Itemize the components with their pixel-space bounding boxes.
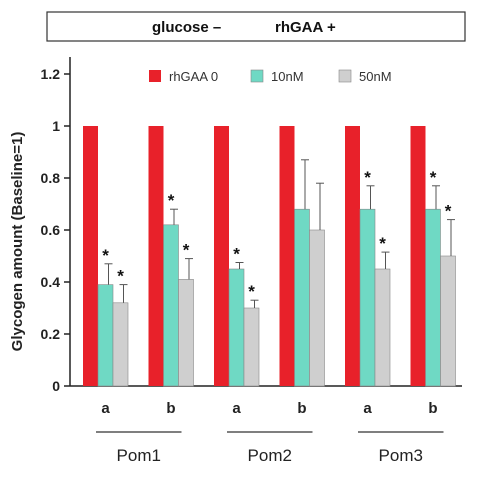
y-tick-label: 0.2 [41,326,61,342]
group-label-pom3: Pom3 [379,446,423,465]
category-label-b: b [428,400,437,417]
bar-a-50nm [243,307,260,387]
bar-b-50nm [440,255,456,387]
bar-a-50nm [374,268,391,387]
significance-star: * [117,267,124,286]
category-label-b: b [297,400,306,417]
category-label-a: a [101,400,110,417]
bar-b-50nm [309,229,325,387]
legend-label: rhGAA 0 [169,69,218,84]
y-tick-label: 1 [52,118,60,134]
bar-b-rhgaa0 [279,126,295,386]
significance-star: * [364,168,371,187]
bar-a-10nm [359,208,376,387]
y-tick-label: 0.6 [41,222,61,238]
bar-b-rhgaa0 [410,126,426,386]
legend-swatch [338,69,352,83]
significance-star: * [233,245,240,264]
bar-b-10nm [294,208,310,387]
legend-label: 50nM [359,69,392,84]
y-tick-label: 0 [52,378,60,394]
header-rhgaa-label: rhGAA + [275,19,336,36]
bar-a-rhgaa0 [345,126,360,386]
category-label-a: a [363,400,372,417]
condition-header-box [46,11,466,42]
bar-b-10nm [163,224,179,387]
significance-star: * [183,241,190,260]
header-glucose-label: glucose – [152,19,221,36]
y-tick-label: 0.8 [41,170,61,186]
significance-star: * [445,202,452,221]
y-tick-label: 1.2 [41,66,61,82]
category-label-a: a [232,400,241,417]
bar-a-rhgaa0 [214,126,229,386]
significance-star: * [168,191,175,210]
legend-swatch [149,70,161,82]
significance-star: * [102,246,109,265]
bar-b-10nm [425,208,441,387]
bar-a-rhgaa0 [83,126,98,386]
bar-a-10nm [228,268,245,387]
legend-label: 10nM [271,69,304,84]
bar-b-50nm [178,279,194,387]
y-axis-title: Glycogen amount (Baseline=1) [9,132,26,352]
category-label-b: b [166,400,175,417]
legend-swatch [250,69,264,83]
group-label-pom1: Pom1 [117,446,161,465]
significance-star: * [379,234,386,253]
group-label-pom2: Pom2 [248,446,292,465]
bar-a-10nm [97,284,114,387]
significance-star: * [248,282,255,301]
bar-a-50nm [112,302,129,387]
significance-star: * [430,168,437,187]
condition-header: glucose – rhGAA + [46,11,466,42]
bar-b-rhgaa0 [148,126,164,386]
legend: rhGAA 0 10nM 50nM [149,69,392,84]
y-tick-label: 0.4 [41,274,61,290]
plot-area: 0 0.2 0.4 0.6 0.8 1 1.2 Glycogen amount (Baseli… [9,57,462,465]
